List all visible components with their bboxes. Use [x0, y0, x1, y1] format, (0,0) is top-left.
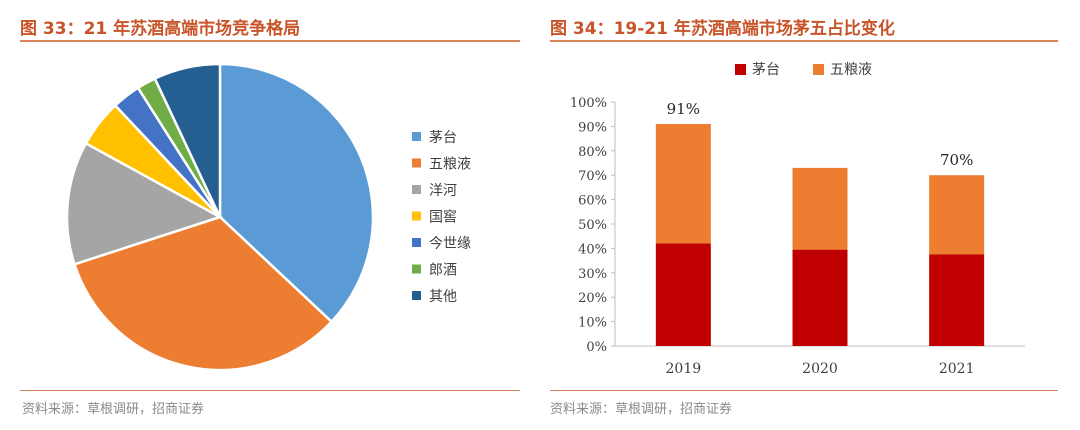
source-divider: [550, 390, 1058, 391]
pie-chart-panel: 图 33：21 年苏酒高端市场竞争格局 茅台五粮液洋河国窖今世缘郎酒其他 资料来…: [0, 0, 530, 430]
y-tick-label: 80%: [578, 145, 607, 160]
legend-label-6: 郎酒: [429, 263, 457, 279]
pie-slice-3: [65, 141, 224, 266]
pie-slice-1: [218, 62, 375, 324]
legend-label-3: 洋河: [429, 183, 457, 199]
y-tick-label: 70%: [578, 169, 607, 184]
y-tick-label: 10%: [578, 316, 607, 331]
stacked-bar-chart: 0% 10% 20% 30% 40% 50% 60% 70% 80% 90% 100% 2019 91%…: [570, 62, 1025, 377]
pie-slice-2: [72, 215, 334, 372]
legend-label-5: 今世缘: [429, 236, 471, 252]
legend-label-1: 茅台: [752, 62, 780, 78]
pie-chart-source: 资料来源：草根调研，招商证券: [22, 402, 205, 417]
bar-chart-title: 图 34：19-21 年苏酒高端市场茅五占比变化: [550, 19, 895, 39]
title-divider: [20, 40, 520, 42]
bar-2019-series-2: [655, 123, 711, 244]
bar-total-label: 70%: [940, 151, 973, 169]
legend-swatch-1: [735, 64, 746, 75]
x-tick-label: 2020: [802, 361, 838, 377]
x-tick-label: 2019: [666, 361, 702, 377]
y-tick-label: 90%: [578, 120, 607, 135]
x-tick-label: 2021: [939, 361, 975, 377]
pie-chart-title: 图 33：21 年苏酒高端市场竞争格局: [20, 19, 301, 39]
y-tick-label: 20%: [578, 291, 607, 306]
legend-swatch-2: [813, 64, 824, 75]
bar-2020-series-1: [792, 249, 848, 346]
legend-label-2: 五粮液: [830, 62, 872, 78]
bar-2021-series-1: [929, 254, 985, 346]
legend-swatch-1: [412, 132, 421, 141]
bar-chart-source: 资料来源：草根调研，招商证券: [550, 402, 733, 417]
source-divider: [20, 390, 520, 391]
bar-2021-series-2: [929, 175, 985, 255]
y-tick-label: 100%: [570, 96, 607, 111]
y-tick-label: 40%: [578, 242, 607, 257]
y-tick-label: 50%: [578, 218, 607, 233]
title-divider: [550, 40, 1058, 42]
bar-2020-series-2: [792, 167, 848, 250]
legend-label-1: 茅台: [429, 130, 457, 146]
legend-label-2: 五粮液: [429, 157, 471, 173]
y-tick-label: 0%: [586, 340, 607, 355]
bar-total-label: 91%: [667, 100, 700, 118]
bar-2019-series-1: [655, 243, 711, 346]
legend-label-4: 国窖: [429, 209, 457, 226]
y-tick-label: 30%: [578, 267, 607, 282]
legend-swatch-4: [412, 211, 421, 221]
legend-swatch-6: [412, 264, 421, 274]
pie-slice-7: [153, 62, 222, 218]
legend-swatch-7: [412, 291, 421, 300]
legend-label-7: 其他: [429, 289, 457, 305]
legend-swatch-5: [412, 238, 421, 247]
legend-swatch-2: [412, 158, 421, 168]
y-tick-label: 60%: [578, 194, 607, 209]
legend-swatch-3: [412, 185, 421, 194]
bar-chart-panel: 图 34：19-21 年苏酒高端市场茅五占比变化 0% 10% 20% 30% 40% 5…: [545, 0, 1080, 430]
